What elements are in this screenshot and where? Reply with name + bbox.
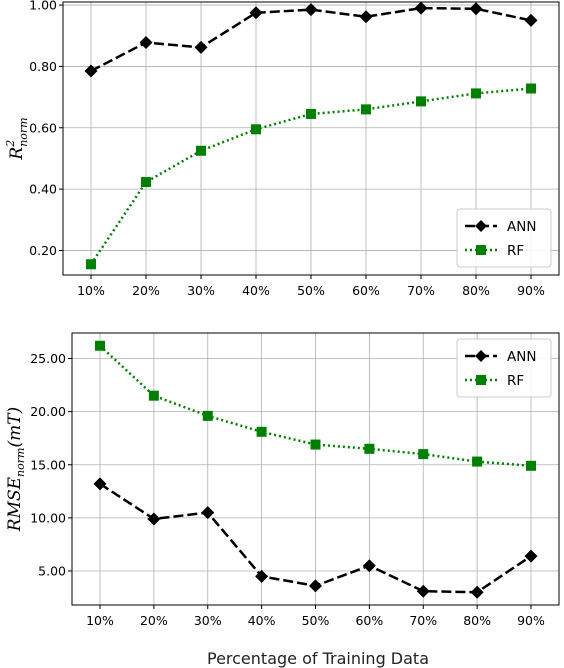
x-tick-label: 10%	[77, 283, 105, 298]
data-point-rf	[148, 390, 159, 401]
data-point-ann	[359, 10, 373, 24]
legend-label-ann: ANN	[507, 219, 536, 235]
x-tick-label: 20%	[132, 283, 160, 298]
x-tick-label: 50%	[302, 613, 330, 628]
series-line-rf	[89, 87, 532, 265]
x-tick-label: 40%	[248, 613, 276, 628]
legend-label-rf: RF	[507, 243, 524, 259]
data-point-ann	[469, 2, 483, 16]
chart-r2-norm: 10% 20% 30% 40% 50% 60% 70% 80% 90% 0.20 0.40 0.60 0…	[4, 0, 560, 298]
y-tick-label: 1.00	[29, 0, 57, 13]
data-point-rf	[141, 177, 151, 188]
data-point-rf	[416, 96, 426, 107]
x-tick-label: 60%	[352, 283, 380, 298]
data-point-rf	[310, 439, 321, 450]
legend-marker-rf	[476, 375, 486, 385]
data-point-rf	[361, 104, 371, 115]
data-point-ann	[362, 559, 376, 573]
y-tick-label: 0.80	[29, 59, 57, 74]
y-axis-label: R2norm	[4, 117, 30, 160]
x-tick-label: 90%	[517, 283, 545, 298]
data-point-ann	[255, 569, 269, 583]
data-point-ann	[416, 584, 430, 598]
legend-marker-rf	[476, 245, 486, 255]
data-point-ann	[304, 3, 318, 17]
series-line-ann	[90, 6, 532, 73]
x-tick-label: 80%	[463, 613, 491, 628]
x-tick-label: 20%	[140, 613, 168, 628]
x-tick-label: 70%	[407, 283, 435, 298]
legend-marker-ann	[475, 350, 487, 362]
data-point-rf	[418, 449, 429, 460]
data-point-rf	[364, 443, 375, 454]
data-point-ann	[249, 6, 263, 20]
data-point-rf	[256, 426, 267, 437]
y-tick-label: 0.40	[29, 182, 57, 197]
legend-label-rf: RF	[507, 373, 524, 389]
x-tick-label: 50%	[297, 283, 325, 298]
y-tick-label: 10.00	[30, 510, 66, 525]
legend: ANN RF	[456, 338, 552, 398]
data-point-ann	[524, 549, 538, 563]
x-tick-label: 60%	[355, 613, 383, 628]
data-point-ann	[139, 35, 153, 49]
x-tick-label: 30%	[194, 613, 222, 628]
x-tick-label: 40%	[242, 283, 270, 298]
legend-box	[456, 338, 552, 398]
data-point-ann	[147, 512, 161, 526]
y-tick-label: 20.00	[30, 404, 66, 419]
chart-rmse-norm: 10% 20% 30% 40% 50% 60% 70% 80% 90% 5.00 10.00 15.0…	[5, 332, 560, 628]
data-point-ann	[194, 40, 208, 54]
x-tick-label: 30%	[187, 283, 215, 298]
series-line-rf	[99, 344, 532, 468]
data-point-ann	[84, 64, 98, 78]
data-point-rf	[86, 259, 96, 270]
y-tick-label: 25.00	[30, 351, 66, 366]
data-point-ann	[309, 579, 322, 593]
x-tick-label: 70%	[409, 613, 437, 628]
data-point-ann	[201, 506, 215, 520]
x-tick-label: 10%	[86, 613, 114, 628]
data-point-ann	[414, 1, 428, 15]
y-tick-label: 5.00	[38, 564, 66, 579]
data-point-rf	[526, 83, 536, 94]
data-point-ann	[93, 477, 107, 491]
data-point-ann	[524, 13, 538, 27]
legend-box	[456, 208, 552, 268]
data-point-rf	[306, 108, 316, 119]
data-point-rf	[526, 460, 536, 471]
data-point-rf	[196, 145, 206, 156]
data-point-ann	[470, 585, 484, 599]
y-tick-label: 15.00	[30, 457, 66, 472]
x-axis-label: Percentage of Training Data	[207, 649, 429, 668]
x-tick-label: 90%	[517, 613, 545, 628]
data-point-rf	[202, 410, 213, 421]
y-axis-label: RMSEnorm(mT)	[5, 407, 27, 532]
data-point-rf	[471, 88, 481, 99]
y-tick-label: 0.20	[29, 243, 57, 258]
data-point-rf	[472, 456, 483, 467]
legend-label-ann: ANN	[507, 349, 536, 365]
legend-marker-ann	[475, 220, 487, 232]
data-point-rf	[251, 124, 261, 135]
x-tick-label: 80%	[462, 283, 490, 298]
legend: ANN RF	[456, 208, 552, 268]
data-point-rf	[95, 340, 105, 351]
y-tick-label: 0.60	[29, 120, 57, 135]
